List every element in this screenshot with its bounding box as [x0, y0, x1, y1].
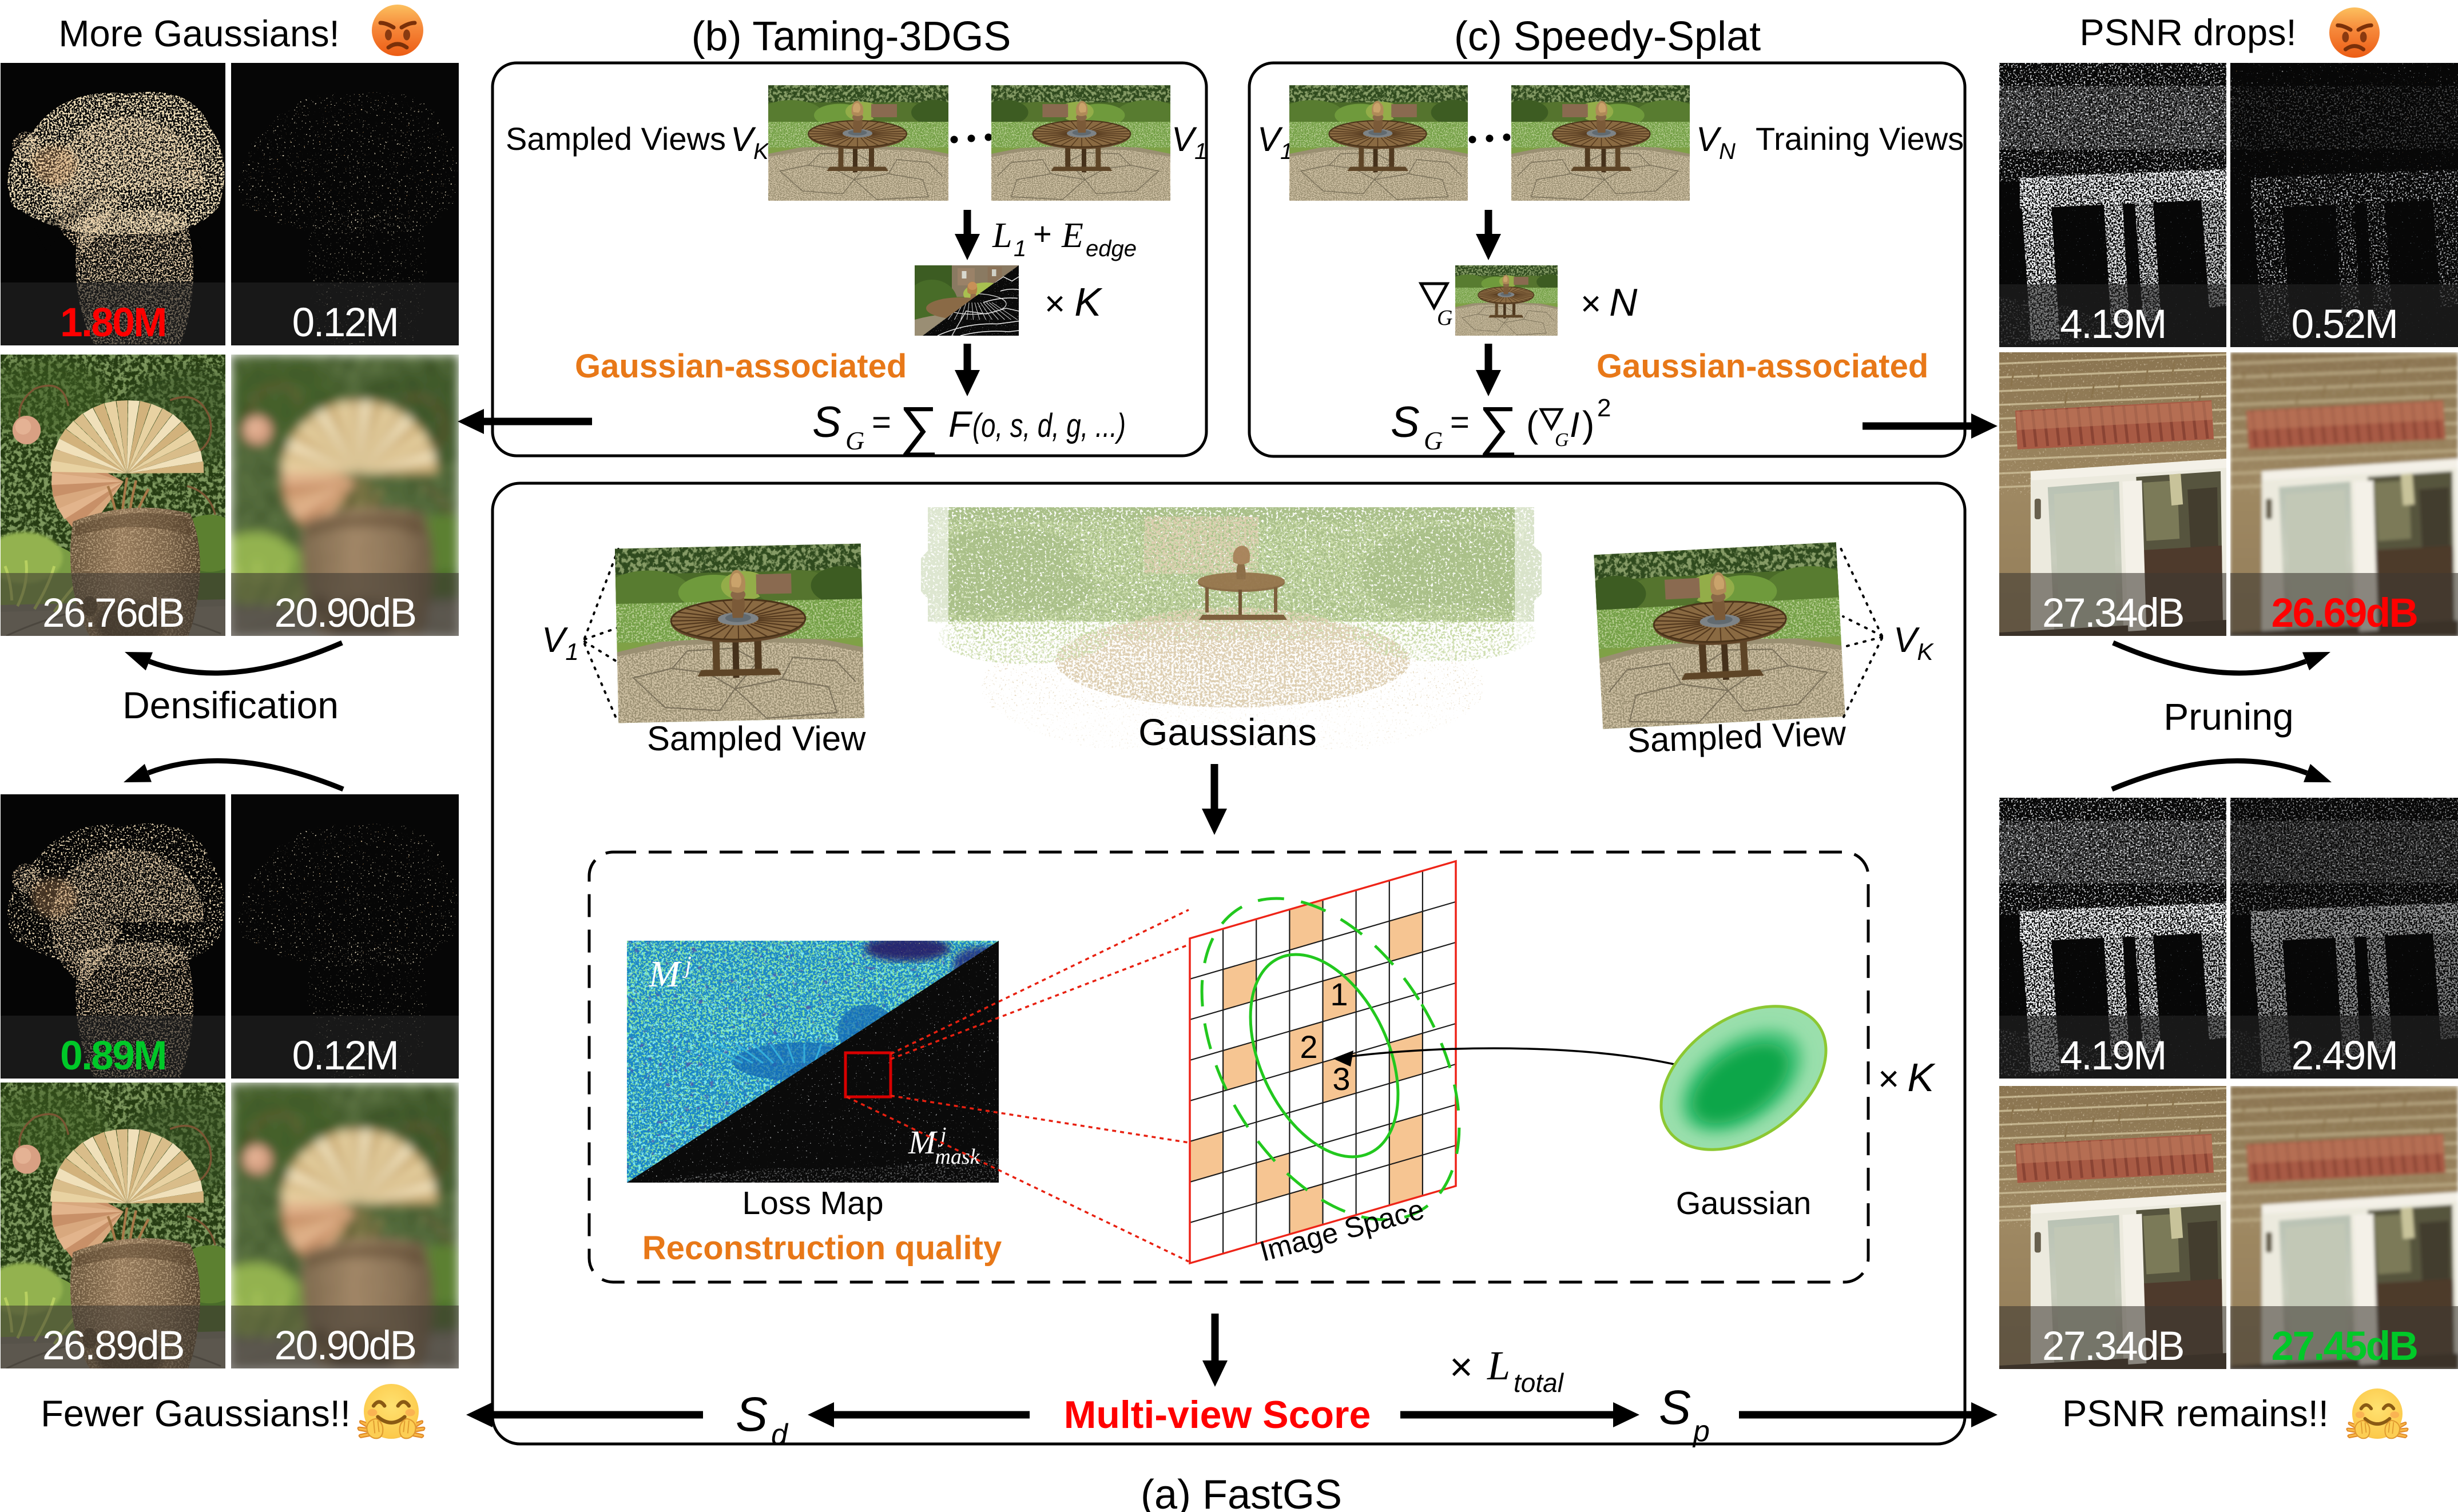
svg-text:(a) FastGS: (a) FastGS [1141, 1472, 1342, 1512]
svg-text:Loss Map: Loss Map [742, 1185, 883, 1221]
svg-text:1: 1 [1330, 976, 1348, 1012]
svg-text:=: = [872, 404, 891, 441]
svg-text:S: S [736, 1387, 768, 1441]
svg-text:): ) [1582, 404, 1594, 445]
svg-text:Multi-view Score: Multi-view Score [1064, 1393, 1371, 1437]
svg-text:(: ( [1526, 404, 1538, 445]
svg-text:L: L [992, 216, 1012, 255]
svg-text:4.19M: 4.19M [2060, 302, 2166, 347]
svg-text:Gaussian-associated: Gaussian-associated [575, 348, 907, 385]
svg-text:E: E [1061, 216, 1083, 255]
svg-text:2.49M: 2.49M [2292, 1033, 2397, 1079]
svg-text:PSNR remains!!: PSNR remains!! [2062, 1392, 2329, 1434]
svg-text:26.76dB: 26.76dB [42, 591, 184, 636]
svg-text:×K: × K [1045, 280, 1103, 324]
svg-text:27.45dB: 27.45dB [2272, 1324, 2417, 1369]
svg-text:+: + [1033, 216, 1052, 252]
svg-text:26.89dB: 26.89dB [42, 1323, 184, 1368]
svg-text:S: S [1659, 1380, 1691, 1434]
svg-text:(o, s, d, g, ...): (o, s, d, g, ...) [972, 407, 1126, 444]
svg-text:S: S [812, 398, 841, 447]
svg-text:Densification: Densification [122, 684, 339, 726]
svg-text:G: G [1555, 429, 1569, 451]
svg-text:0.12M: 0.12M [292, 300, 398, 345]
svg-text:PSNR drops!: PSNR drops! [2079, 11, 2296, 53]
svg-text:20.90dB: 20.90dB [274, 1323, 415, 1368]
svg-text:Sampled View: Sampled View [647, 719, 866, 758]
svg-text:Sampled Views: Sampled Views [506, 121, 726, 157]
svg-text:1.80M: 1.80M [60, 300, 166, 345]
svg-text:Sampled View: Sampled View [1627, 714, 1847, 759]
svg-text:3: 3 [1332, 1061, 1350, 1097]
svg-text:Pruning: Pruning [2163, 695, 2294, 738]
svg-text:G: G [1437, 306, 1452, 330]
svg-text:Training Views: Training Views [1756, 121, 1964, 157]
svg-text:20.90dB: 20.90dB [274, 591, 415, 636]
svg-text:0.89M: 0.89M [60, 1033, 166, 1079]
svg-text:total: total [1514, 1368, 1564, 1398]
svg-text:×K: × K [1878, 1055, 1936, 1100]
svg-text:L: L [1487, 1343, 1510, 1388]
svg-text:×N: × N [1581, 281, 1638, 324]
svg-text:27.34dB: 27.34dB [2042, 591, 2183, 636]
svg-text:2: 2 [1300, 1029, 1317, 1065]
svg-text:F: F [948, 404, 973, 445]
svg-text:0.52M: 0.52M [2292, 302, 2397, 347]
svg-text:Gaussians: Gaussians [1138, 711, 1317, 753]
svg-text:26.69dB: 26.69dB [2272, 591, 2417, 636]
svg-text:27.34dB: 27.34dB [2042, 1324, 2183, 1369]
svg-text:Gaussian-associated: Gaussian-associated [1597, 348, 1928, 385]
svg-text:S: S [1391, 398, 1420, 447]
svg-text:1: 1 [1014, 236, 1026, 261]
svg-text:G: G [845, 426, 864, 455]
svg-text:(c) Speedy-Splat: (c) Speedy-Splat [1454, 14, 1761, 59]
svg-text:×: × [1450, 1344, 1473, 1389]
svg-text:p: p [1692, 1415, 1710, 1448]
svg-text:I: I [1570, 405, 1579, 445]
svg-text:Gaussian: Gaussian [1676, 1185, 1812, 1221]
svg-text:∑: ∑ [1479, 396, 1518, 457]
svg-text:d: d [771, 1418, 789, 1451]
svg-text:∑: ∑ [899, 396, 938, 457]
svg-text:G: G [1424, 426, 1443, 455]
svg-text:2: 2 [1597, 394, 1611, 422]
svg-text:More Gaussians!: More Gaussians! [58, 13, 339, 54]
svg-text:(b) Taming-3DGS: (b) Taming-3DGS [692, 14, 1011, 59]
svg-text:Fewer Gaussians!!: Fewer Gaussians!! [41, 1392, 351, 1434]
svg-text:=: = [1450, 404, 1470, 441]
svg-text:0.12M: 0.12M [292, 1033, 398, 1079]
svg-text:Reconstruction quality: Reconstruction quality [642, 1230, 1002, 1267]
svg-text:edge: edge [1086, 236, 1137, 261]
svg-text:4.19M: 4.19M [2060, 1033, 2166, 1079]
